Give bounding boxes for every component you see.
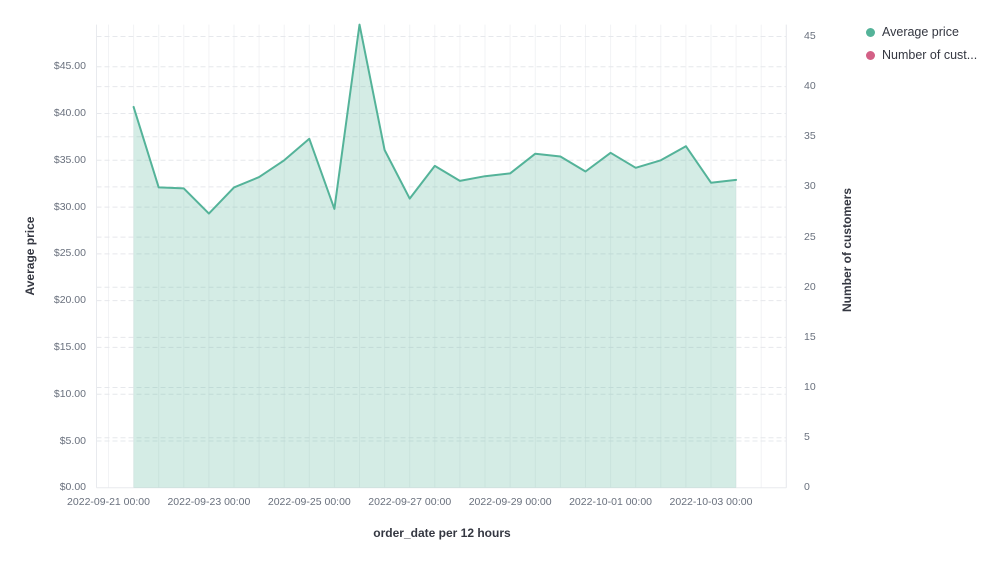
legend-item-average-price[interactable]: Average price [866,24,977,40]
y-tick-label-right: 5 [804,431,810,444]
y-tick-label-right: 20 [804,280,816,293]
y-tick-label-right: 0 [804,481,810,494]
y-tick-label-left: $15.00 [53,340,86,353]
series-color-dot-average-price [866,27,875,37]
y-tick-label-left: $5.00 [59,434,86,447]
x-axis-title: order_date per 12 hours [373,526,511,540]
y-tick-label-right: 35 [804,130,816,143]
y-tick-label-left: $35.00 [53,153,86,166]
y-tick-label-right: 45 [804,30,816,42]
x-tick-label: 2022-10-03 00:00 [669,496,753,508]
x-tick-label: 2022-09-27 00:00 [368,496,452,508]
y-tick-label-left: $25.00 [53,247,86,260]
y-axis-title-right: Number of customers [840,187,854,313]
y-tick-label-left: $40.00 [53,106,86,119]
x-tick-label: 2022-09-25 00:00 [267,496,351,508]
y-tick-label-right: 10 [804,381,816,393]
y-tick-label-right: 15 [804,330,816,343]
y-tick-label-right: 30 [804,180,816,193]
y-tick-label-left: $45.00 [53,60,86,73]
legend-item-number-of-customers[interactable]: Number of cust... [866,47,977,63]
legend-label-number-of-customers: Number of cust... [882,48,978,62]
y-tick-label-right: 40 [804,80,816,93]
area-fill-average-price [133,24,737,488]
y-tick-label-left: $10.00 [53,387,86,400]
y-tick-label-left: $20.00 [53,294,86,307]
legend-label-average-price: Average price [882,25,959,39]
x-tick-label: 2022-10-01 00:00 [569,496,652,508]
x-tick-label: 2022-09-29 00:00 [468,496,552,508]
legend: Average price Number of cust... [866,24,977,63]
line-average-price [132,23,738,215]
x-tick-label: 2022-09-21 00:00 [67,496,150,508]
series-color-dot-number-of-customers [866,50,875,60]
y-tick-label-left: $0.00 [59,481,86,494]
x-tick-label: 2022-09-23 00:00 [167,496,251,508]
y-tick-label-left: $30.00 [53,200,86,213]
y-tick-label-right: 25 [804,230,816,243]
